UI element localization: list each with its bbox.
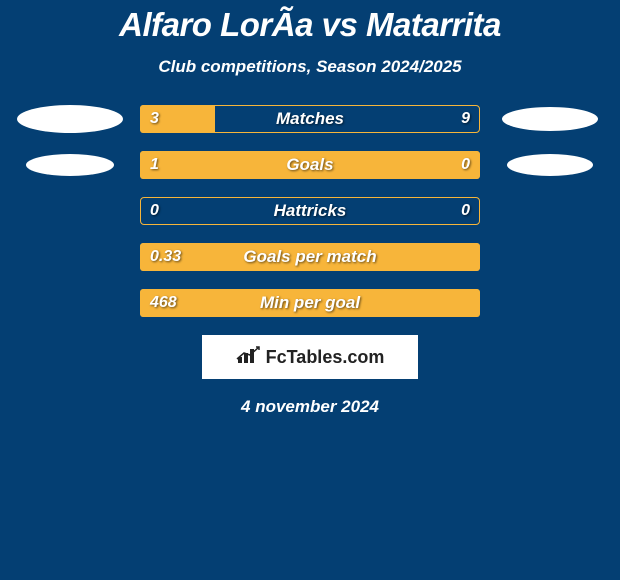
- stat-value-left: 0: [150, 197, 159, 225]
- stat-row: Goals per match0.33: [0, 243, 620, 271]
- right-side-cell: [480, 107, 620, 131]
- stat-value-left: 468: [150, 289, 177, 317]
- stat-label: Goals per match: [140, 243, 480, 271]
- stat-row: Matches3 9: [0, 105, 620, 133]
- stat-label: Matches: [140, 105, 480, 133]
- comparison-card: Alfaro LorÃa vs Matarrita Club competiti…: [0, 0, 620, 417]
- logo-box: FcTables.com: [202, 335, 418, 379]
- subtitle: Club competitions, Season 2024/2025: [0, 57, 620, 77]
- player-shape-left: [17, 105, 123, 133]
- bar-chart-icon: [236, 345, 262, 370]
- page-title: Alfaro LorÃa vs Matarrita: [0, 8, 620, 41]
- stat-label: Hattricks: [140, 197, 480, 225]
- stat-value-right: 0: [461, 197, 470, 225]
- stat-value-left: 0.33: [150, 243, 181, 271]
- stat-row: Hattricks0 0: [0, 197, 620, 225]
- player-shape-right: [507, 154, 593, 176]
- stat-value-right: 0: [461, 151, 470, 179]
- stat-bar: Hattricks0 0: [140, 197, 480, 225]
- player-shape-left: [26, 154, 114, 176]
- stat-value-left: 3: [150, 105, 159, 133]
- left-side-cell: [0, 154, 140, 176]
- logo-text: FcTables.com: [266, 347, 385, 368]
- right-side-cell: [480, 154, 620, 176]
- stat-value-right: 9: [461, 105, 470, 133]
- stat-rows: Matches39Goals10Hattricks00Goals per mat…: [0, 105, 620, 317]
- stat-bar: Goals per match0.33: [140, 243, 480, 271]
- stat-row: Min per goal468: [0, 289, 620, 317]
- date-text: 4 november 2024: [0, 397, 620, 417]
- stat-label: Goals: [140, 151, 480, 179]
- left-side-cell: [0, 105, 140, 133]
- stat-label: Min per goal: [140, 289, 480, 317]
- stat-bar: Min per goal468: [140, 289, 480, 317]
- stat-bar: Goals1 0: [140, 151, 480, 179]
- player-shape-right: [502, 107, 598, 131]
- stat-bar: Matches3 9: [140, 105, 480, 133]
- stat-row: Goals1 0: [0, 151, 620, 179]
- stat-value-left: 1: [150, 151, 159, 179]
